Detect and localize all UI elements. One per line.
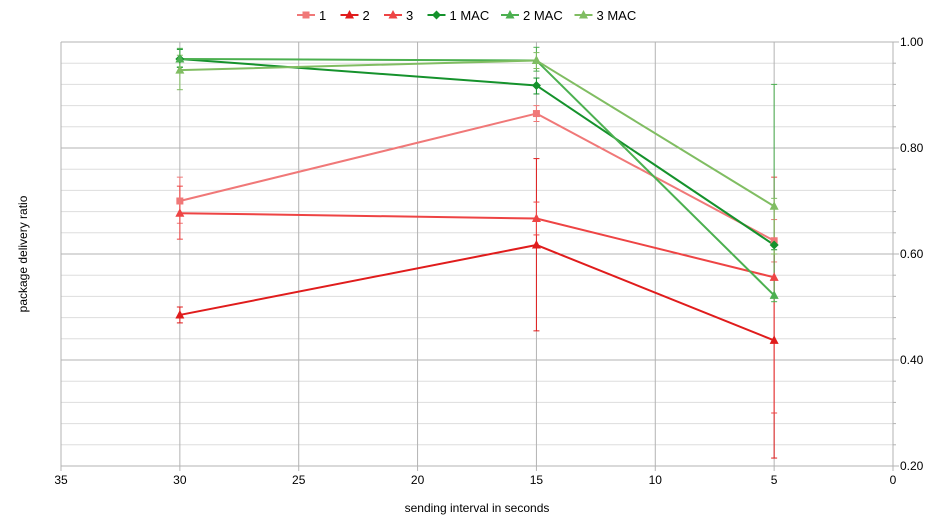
x-tick-label: 35 [54,473,68,487]
y-axis-title: package delivery ratio [16,195,30,312]
data-point [769,335,779,344]
x-tick-label: 25 [292,473,306,487]
series-line-1 [179,112,775,242]
series-markers [175,53,779,344]
data-point [175,208,185,217]
data-point [175,53,185,63]
data-point [531,80,541,90]
data-point [769,201,779,210]
series-line-3 [179,212,775,279]
y-tick-label: 0.80 [900,141,924,155]
legend-marker [432,10,441,20]
x-tick-label: 20 [411,473,425,487]
grid [60,41,899,471]
data-point [175,65,185,74]
legend-label: 1 [319,8,326,23]
legend-marker [345,10,354,19]
data-point [769,272,779,281]
legend: 1 2 3 1 MAC 2 MAC 3 MAC [297,8,636,23]
data-point [176,197,184,205]
x-tick-label: 10 [649,473,663,487]
legend-label: 3 MAC [597,8,637,23]
data-point [532,110,540,118]
x-axis-title: sending interval in seconds [405,501,550,515]
y-tick-label: 1.00 [900,35,924,49]
y-tick-label: 0.60 [900,247,924,261]
legend-item-2-mac: 2 MAC [501,8,563,23]
legend-marker [388,10,398,19]
series-lines [179,57,775,342]
series-line-2 [179,243,775,342]
legend-item-3-mac: 3 MAC [574,8,637,23]
x-tick-label: 15 [530,473,544,487]
data-point [769,290,779,299]
x-tick-label: 30 [173,473,187,487]
legend-label: 3 [406,8,413,23]
legend-label: 2 MAC [523,8,563,23]
legend-marker [505,10,515,19]
y-tick-label: 0.40 [900,353,924,367]
data-point [531,213,541,222]
legend-label: 2 [363,8,370,23]
data-point [531,239,541,249]
legend-item-1-mac: 1 MAC [427,8,490,23]
data-point [769,240,779,250]
x-tick-labels: 35 30 25 20 15 10 5 0 [54,473,896,487]
y-tick-labels: 0.20 0.40 0.60 0.80 1.00 [900,35,924,473]
x-tick-label: 5 [771,473,778,487]
legend-marker [302,11,310,19]
data-point [175,309,185,319]
error-bars [176,46,778,459]
series-line-2-mac [179,57,775,297]
legend-item-1: 1 [297,8,326,23]
legend-label: 1 MAC [450,8,490,23]
legend-item-3: 3 [384,8,413,23]
y-tick-label: 0.20 [900,459,924,473]
legend-marker [579,10,588,19]
x-tick-label: 0 [890,473,897,487]
data-point [531,55,541,65]
legend-item-2: 2 [340,8,370,23]
